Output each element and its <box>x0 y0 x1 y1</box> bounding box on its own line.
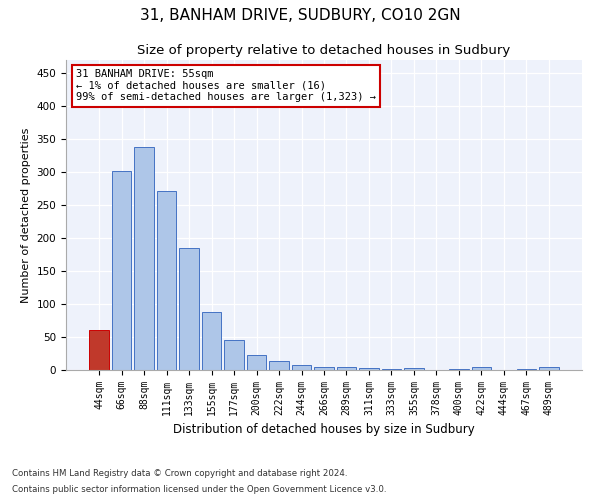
Bar <box>112 172 131 370</box>
Bar <box>134 147 154 370</box>
X-axis label: Distribution of detached houses by size in Sudbury: Distribution of detached houses by size … <box>173 424 475 436</box>
Bar <box>202 312 221 370</box>
Text: Contains HM Land Registry data © Crown copyright and database right 2024.: Contains HM Land Registry data © Crown c… <box>12 468 347 477</box>
Y-axis label: Number of detached properties: Number of detached properties <box>21 128 31 302</box>
Text: Contains public sector information licensed under the Open Government Licence v3: Contains public sector information licen… <box>12 485 386 494</box>
Title: Size of property relative to detached houses in Sudbury: Size of property relative to detached ho… <box>137 44 511 58</box>
Text: 31, BANHAM DRIVE, SUDBURY, CO10 2GN: 31, BANHAM DRIVE, SUDBURY, CO10 2GN <box>140 8 460 22</box>
Bar <box>157 190 176 370</box>
Bar <box>539 368 559 370</box>
Bar <box>359 368 379 370</box>
Text: 31 BANHAM DRIVE: 55sqm
← 1% of detached houses are smaller (16)
99% of semi-deta: 31 BANHAM DRIVE: 55sqm ← 1% of detached … <box>76 70 376 102</box>
Bar <box>89 330 109 370</box>
Bar <box>179 248 199 370</box>
Bar <box>314 366 334 370</box>
Bar <box>472 368 491 370</box>
Bar <box>247 356 266 370</box>
Bar <box>292 366 311 370</box>
Bar <box>337 368 356 370</box>
Bar <box>269 362 289 370</box>
Bar <box>404 368 424 370</box>
Bar <box>224 340 244 370</box>
